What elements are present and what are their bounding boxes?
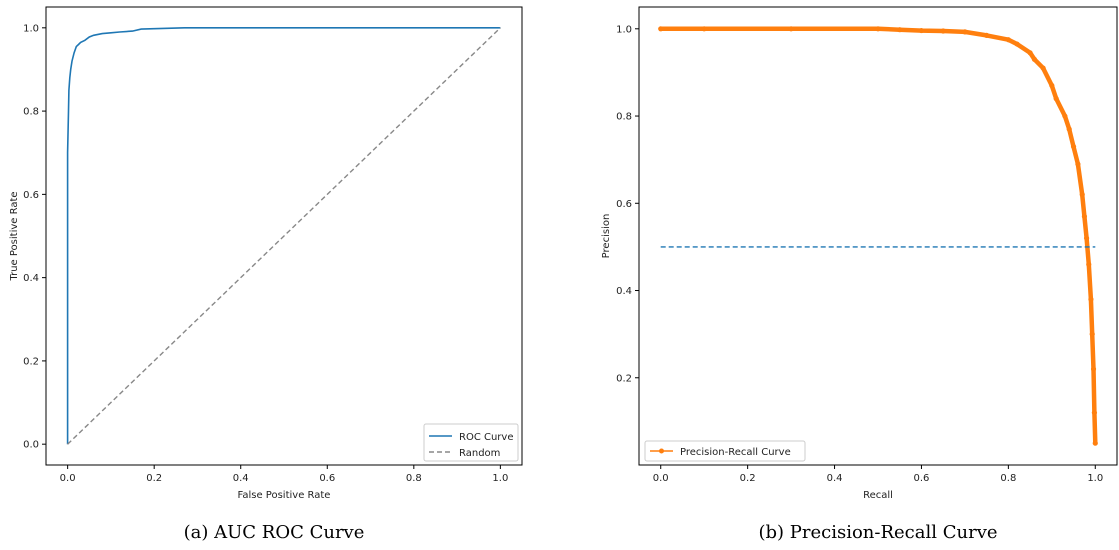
pr-series-point (1089, 331, 1095, 337)
pr-series-point (1081, 213, 1088, 219)
pr-series-point (1075, 161, 1081, 167)
pr-series-point (940, 28, 946, 34)
pr-series-point (1005, 37, 1011, 43)
pr-series-point (1088, 296, 1094, 302)
pr-series-point (1066, 126, 1072, 132)
roc-series-line (66, 26, 501, 445)
pr-series-point (1062, 113, 1068, 119)
roc-x-tick-label: 0.0 (60, 473, 76, 484)
pr-series-point (1040, 65, 1046, 71)
roc-chart: 0.0 0.2 0.4 0.6 0.8 1.0 0.0 0.2 0.4 0.6 0.8 1.0 Fa… (9, 6, 523, 543)
pr-y-ticks: 0.2 0.4 0.6 0.8 1.0 (616, 24, 639, 384)
pr-y-axis-label: Precision (601, 214, 612, 259)
roc-y-tick-label: 0.2 (23, 356, 39, 367)
pr-series-point (1090, 366, 1097, 372)
roc-x-tick-label: 0.4 (233, 473, 249, 484)
roc-x-tick-label: 0.6 (319, 473, 335, 484)
pr-series-point (918, 27, 925, 34)
pr-series-point (788, 26, 794, 32)
pr-legend-label: Precision-Recall Curve (680, 447, 791, 458)
pr-series-point (962, 29, 968, 35)
random-legend-label: Random (459, 448, 500, 459)
pr-x-tick-label: 0.6 (914, 473, 930, 484)
roc-x-tick-label: 0.8 (406, 473, 422, 484)
roc-y-tick-label: 0.0 (23, 440, 39, 451)
roc-caption: (a) AUC ROC Curve (184, 522, 365, 543)
pr-series-point (1086, 261, 1092, 267)
pr-y-tick-label: 0.2 (616, 373, 632, 384)
pr-chart: 0.0 0.2 0.4 0.6 0.8 1.0 0.2 0.4 0.6 0.8 1.0 Recal… (601, 6, 1118, 543)
pr-series-point (1079, 191, 1085, 198)
pr-x-tick-label: 1.0 (1087, 473, 1103, 484)
pr-series-point (1092, 440, 1098, 446)
pr-x-axis-label: Recall (863, 490, 893, 501)
pr-x-ticks: 0.0 0.2 0.4 0.6 0.8 1.0 (653, 465, 1103, 484)
roc-x-ticks: 0.0 0.2 0.4 0.6 0.8 1.0 (60, 465, 508, 484)
pr-x-tick-label: 0.4 (827, 473, 843, 484)
pr-y-tick-label: 0.4 (616, 286, 632, 297)
roc-legend-label: ROC Curve (459, 432, 513, 443)
roc-series (66, 26, 501, 445)
pr-y-tick-label: 0.8 (616, 112, 632, 123)
pr-plot-frame (638, 6, 1118, 466)
roc-x-tick-label: 0.2 (146, 473, 162, 484)
pr-x-tick-label: 0.2 (740, 473, 756, 484)
roc-y-ticks: 0.0 0.2 0.4 0.6 0.8 1.0 (23, 23, 46, 451)
roc-series-line (67, 27, 501, 445)
pr-x-tick-label: 0.0 (653, 473, 669, 484)
pr-series-point (658, 26, 664, 32)
pr-series (658, 26, 1098, 446)
roc-x-axis-label: False Positive Rate (238, 490, 331, 501)
pr-series-point (701, 26, 707, 32)
pr-y-tick-label: 1.0 (616, 24, 632, 35)
roc-y-tick-label: 0.4 (23, 273, 39, 284)
pr-series-point (1053, 96, 1059, 102)
pr-series-point (1083, 235, 1090, 241)
pr-series-point (1027, 50, 1033, 56)
pr-series-point (1031, 56, 1038, 62)
pr-series-point (1091, 410, 1098, 416)
pr-caption: (b) Precision-Recall Curve (758, 522, 997, 543)
pr-series-point (1049, 82, 1055, 89)
pr-series-point (1070, 143, 1077, 150)
pr-series-point (1014, 41, 1020, 47)
roc-x-tick-label: 1.0 (492, 473, 508, 484)
pr-series-point (875, 26, 881, 32)
pr-y-tick-label: 0.6 (616, 199, 632, 210)
roc-y-tick-label: 0.8 (23, 107, 39, 118)
roc-y-tick-label: 1.0 (23, 23, 39, 34)
pr-series-point (984, 32, 990, 38)
pr-legend-box (644, 440, 806, 462)
pr-legend-marker (659, 448, 664, 454)
roc-y-axis-label: True Positive Rate (9, 191, 20, 281)
pr-series-point (897, 27, 903, 33)
roc-legend: ROC Curve Random (423, 423, 519, 462)
pr-legend: Precision-Recall Curve (644, 440, 806, 462)
pr-x-tick-label: 0.8 (1000, 473, 1016, 484)
roc-y-tick-label: 0.6 (23, 190, 39, 201)
